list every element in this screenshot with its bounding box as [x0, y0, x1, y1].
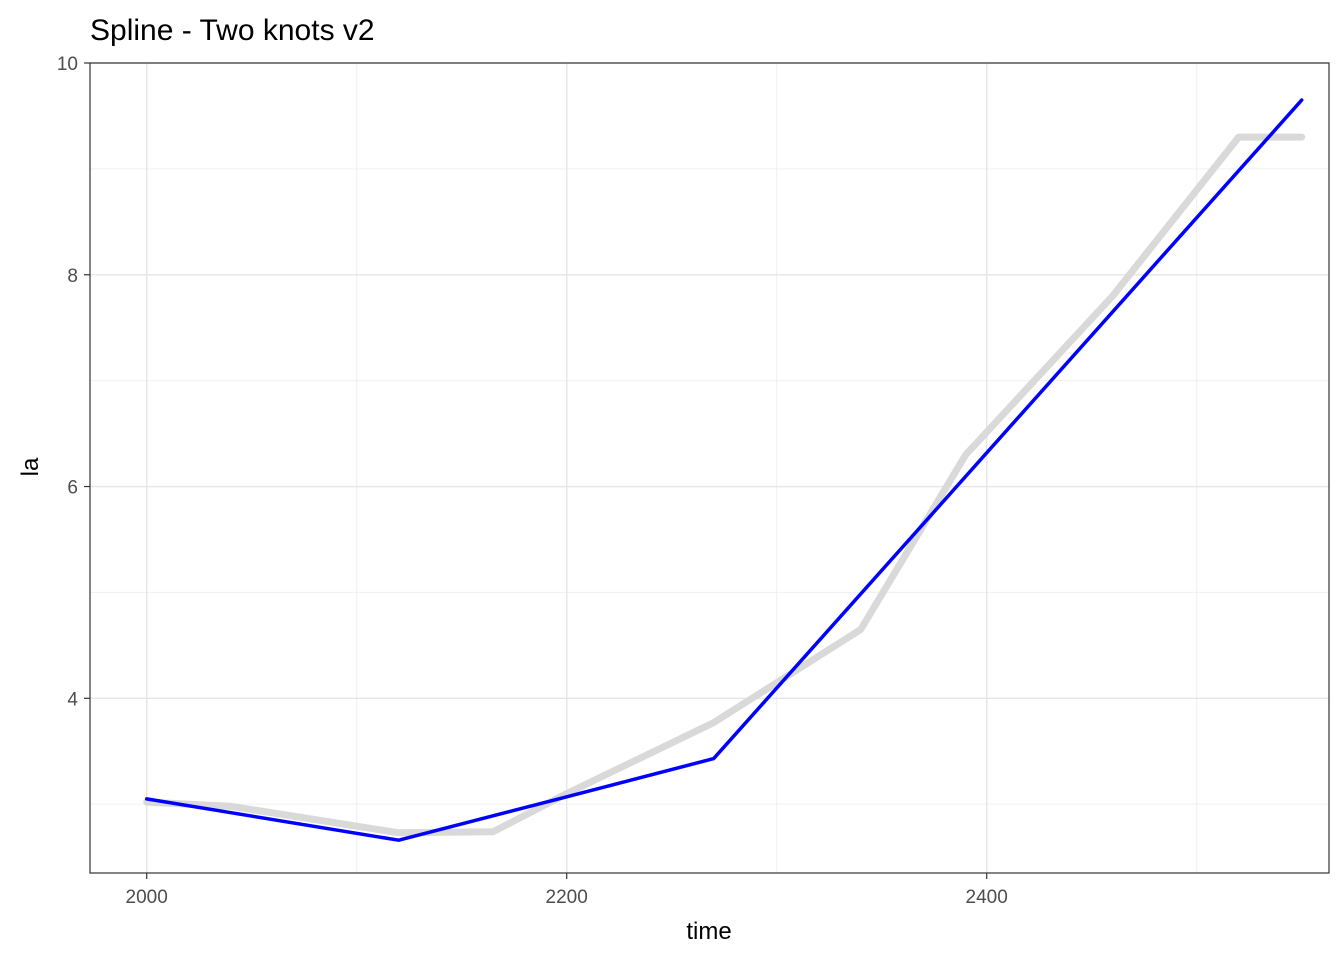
plot-border — [89, 62, 1330, 874]
x-tick-label: 2400 — [966, 887, 1008, 908]
grid-minor — [90, 63, 1329, 873]
series-line-observed — [143, 133, 1306, 837]
grid-major — [90, 62, 1329, 873]
y-tick-label: 8 — [67, 266, 78, 287]
x-axis-label: time — [686, 918, 731, 945]
y-tick-label: 4 — [67, 689, 78, 710]
y-axis: 4 6 8 10 — [57, 54, 90, 710]
y-tick-label: 10 — [57, 54, 78, 75]
x-axis: 2000 2200 2400 — [126, 873, 1008, 908]
x-tick-label: 2200 — [546, 887, 588, 908]
y-axis-label: la — [17, 457, 44, 476]
series-layer — [143, 98, 1306, 842]
chart-title: Spline - Two knots v2 — [90, 14, 375, 47]
x-tick-label: 2000 — [126, 887, 168, 908]
y-tick-label: 6 — [67, 478, 78, 499]
series-line-spline — [144, 98, 1304, 842]
